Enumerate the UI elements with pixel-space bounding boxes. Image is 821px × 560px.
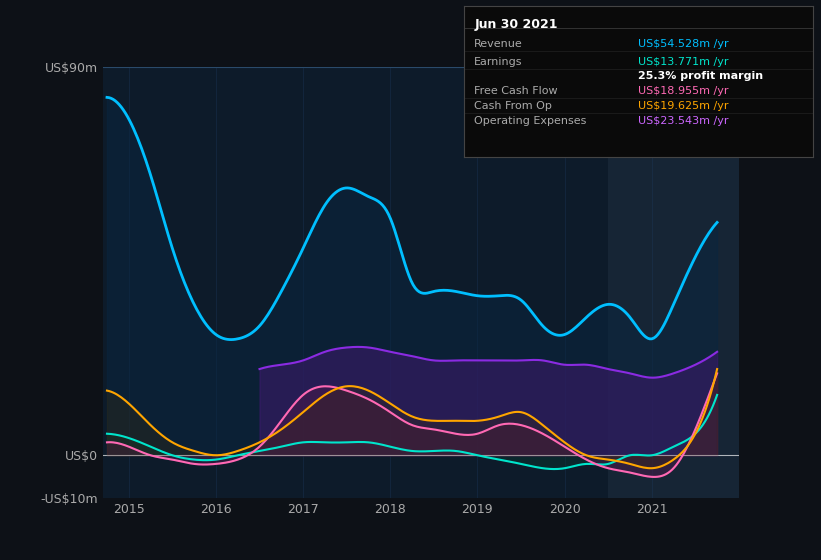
Text: Operating Expenses: Operating Expenses (475, 116, 587, 126)
Text: US$54.528m /yr: US$54.528m /yr (639, 39, 729, 49)
Text: Revenue: Revenue (475, 39, 523, 49)
Text: US$23.543m /yr: US$23.543m /yr (639, 116, 729, 126)
Text: US$18.955m /yr: US$18.955m /yr (639, 86, 729, 96)
Text: Earnings: Earnings (475, 57, 523, 67)
Text: US$13.771m /yr: US$13.771m /yr (639, 57, 729, 67)
Text: 25.3% profit margin: 25.3% profit margin (639, 71, 764, 81)
Bar (608, 67, 739, 498)
Text: Cash From Op: Cash From Op (475, 101, 553, 111)
Text: US$19.625m /yr: US$19.625m /yr (639, 101, 729, 111)
Text: Free Cash Flow: Free Cash Flow (475, 86, 558, 96)
Text: Jun 30 2021: Jun 30 2021 (475, 18, 557, 31)
